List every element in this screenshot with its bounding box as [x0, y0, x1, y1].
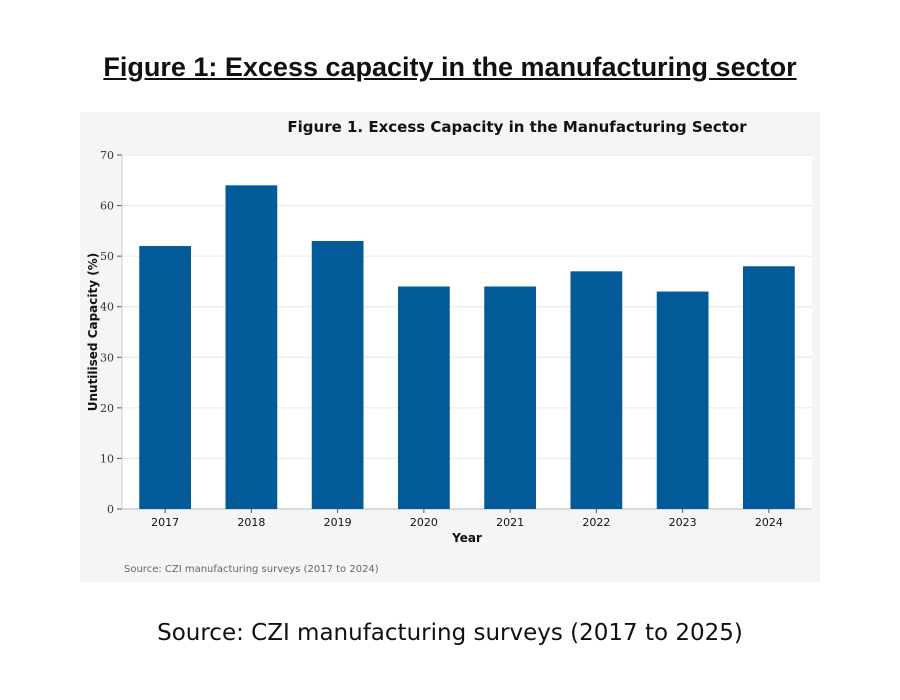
x-tick-label: 2023 [669, 516, 697, 529]
chart-title: Figure 1. Excess Capacity in the Manufac… [287, 118, 747, 136]
y-axis-label: Unutilised Capacity (%) [86, 253, 100, 412]
bar-2021 [484, 286, 536, 509]
y-tick-label: 30 [100, 351, 114, 364]
x-tick-label: 2019 [324, 516, 352, 529]
x-tick-label: 2020 [410, 516, 438, 529]
bar-2024 [743, 266, 795, 509]
bar-2019 [311, 240, 364, 509]
bar-2023 [656, 291, 709, 509]
source-caption: Source: CZI manufacturing surveys (2017 … [157, 620, 743, 646]
x-axis-label: Year [451, 531, 482, 545]
x-tick-label: 2018 [237, 516, 265, 529]
y-tick-label: 10 [100, 452, 114, 465]
y-tick-label: 60 [100, 200, 114, 213]
source-note: Source: CZI manufacturing surveys (2017 … [124, 564, 379, 575]
y-tick-label: 70 [100, 149, 114, 162]
page-heading: Figure 1: Excess capacity in the manufac… [103, 52, 797, 82]
x-tick-label: 2021 [496, 516, 524, 529]
y-tick-label: 20 [100, 402, 114, 415]
y-tick-label: 0 [107, 503, 114, 516]
bar-2020 [398, 286, 450, 509]
x-tick-label: 2017 [151, 516, 179, 529]
x-tick-label: 2024 [755, 516, 783, 529]
x-tick-label: 2022 [582, 516, 610, 529]
y-tick-label: 40 [100, 301, 114, 314]
bar-2018 [225, 185, 278, 510]
y-tick-label: 50 [100, 250, 114, 263]
bar-2017 [139, 246, 191, 509]
bar-2022 [570, 271, 623, 509]
